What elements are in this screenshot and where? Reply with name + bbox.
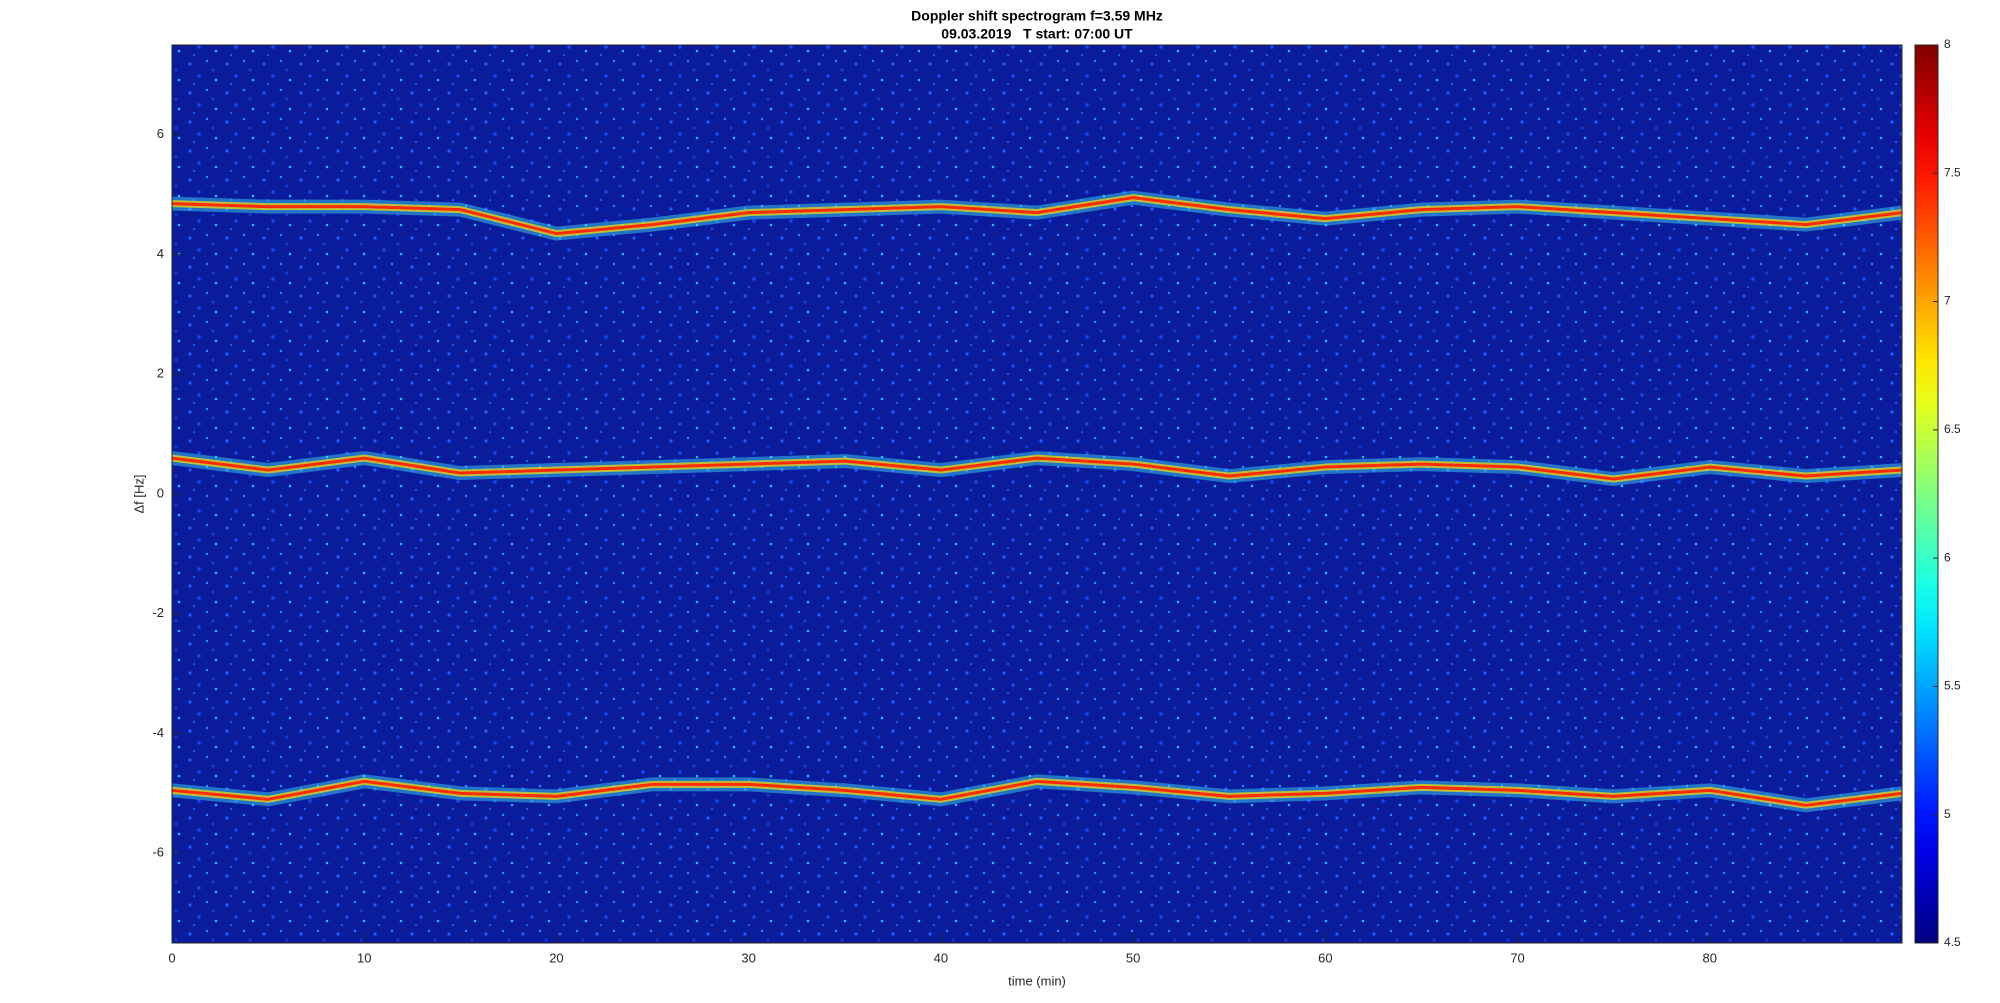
x-tick-label: 20 (549, 950, 563, 965)
chart-title: Doppler shift spectrogram f=3.59 MHz (911, 8, 1163, 24)
colorbar-tick-label: 8 (1944, 37, 1951, 51)
x-axis-label: time (min) (1008, 973, 1066, 988)
trace (171, 779, 1903, 807)
x-tick-label: 10 (357, 950, 371, 965)
colorbar-tick-label: 6 (1944, 550, 1951, 564)
x-tick-label: 0 (168, 950, 175, 965)
y-tick-label: 6 (157, 126, 164, 141)
y-axis-label: Δf [Hz] (131, 474, 146, 513)
y-tick-label: -6 (152, 845, 164, 860)
colorbar-tick-label: 7 (1944, 294, 1951, 308)
x-tick-label: 80 (1703, 950, 1717, 965)
plot-area (172, 45, 1902, 943)
x-tick-label: 40 (934, 950, 948, 965)
x-tick-label: 60 (1318, 950, 1332, 965)
chart-subtitle: 09.03.2019 T start: 07:00 UT (941, 26, 1133, 42)
y-tick-label: -4 (152, 725, 164, 740)
trace (171, 456, 1903, 481)
colorbar-tick-label: 5.5 (1944, 679, 1961, 693)
colorbar-tick-label: 4.5 (1944, 935, 1961, 949)
colorbar-tick-label: 7.5 (1944, 165, 1961, 179)
y-tick-label: 2 (157, 366, 164, 381)
x-tick-label: 50 (1126, 950, 1140, 965)
colorbar (1914, 44, 1939, 944)
y-tick-label: -2 (152, 605, 164, 620)
x-tick-label: 30 (741, 950, 755, 965)
trace (171, 196, 1903, 236)
y-tick-label: 0 (157, 485, 164, 500)
colorbar-tick-label: 5 (1944, 807, 1951, 821)
colorbar-tick-label: 6.5 (1944, 422, 1961, 436)
x-tick-label: 70 (1510, 950, 1524, 965)
y-tick-label: 4 (157, 246, 164, 261)
